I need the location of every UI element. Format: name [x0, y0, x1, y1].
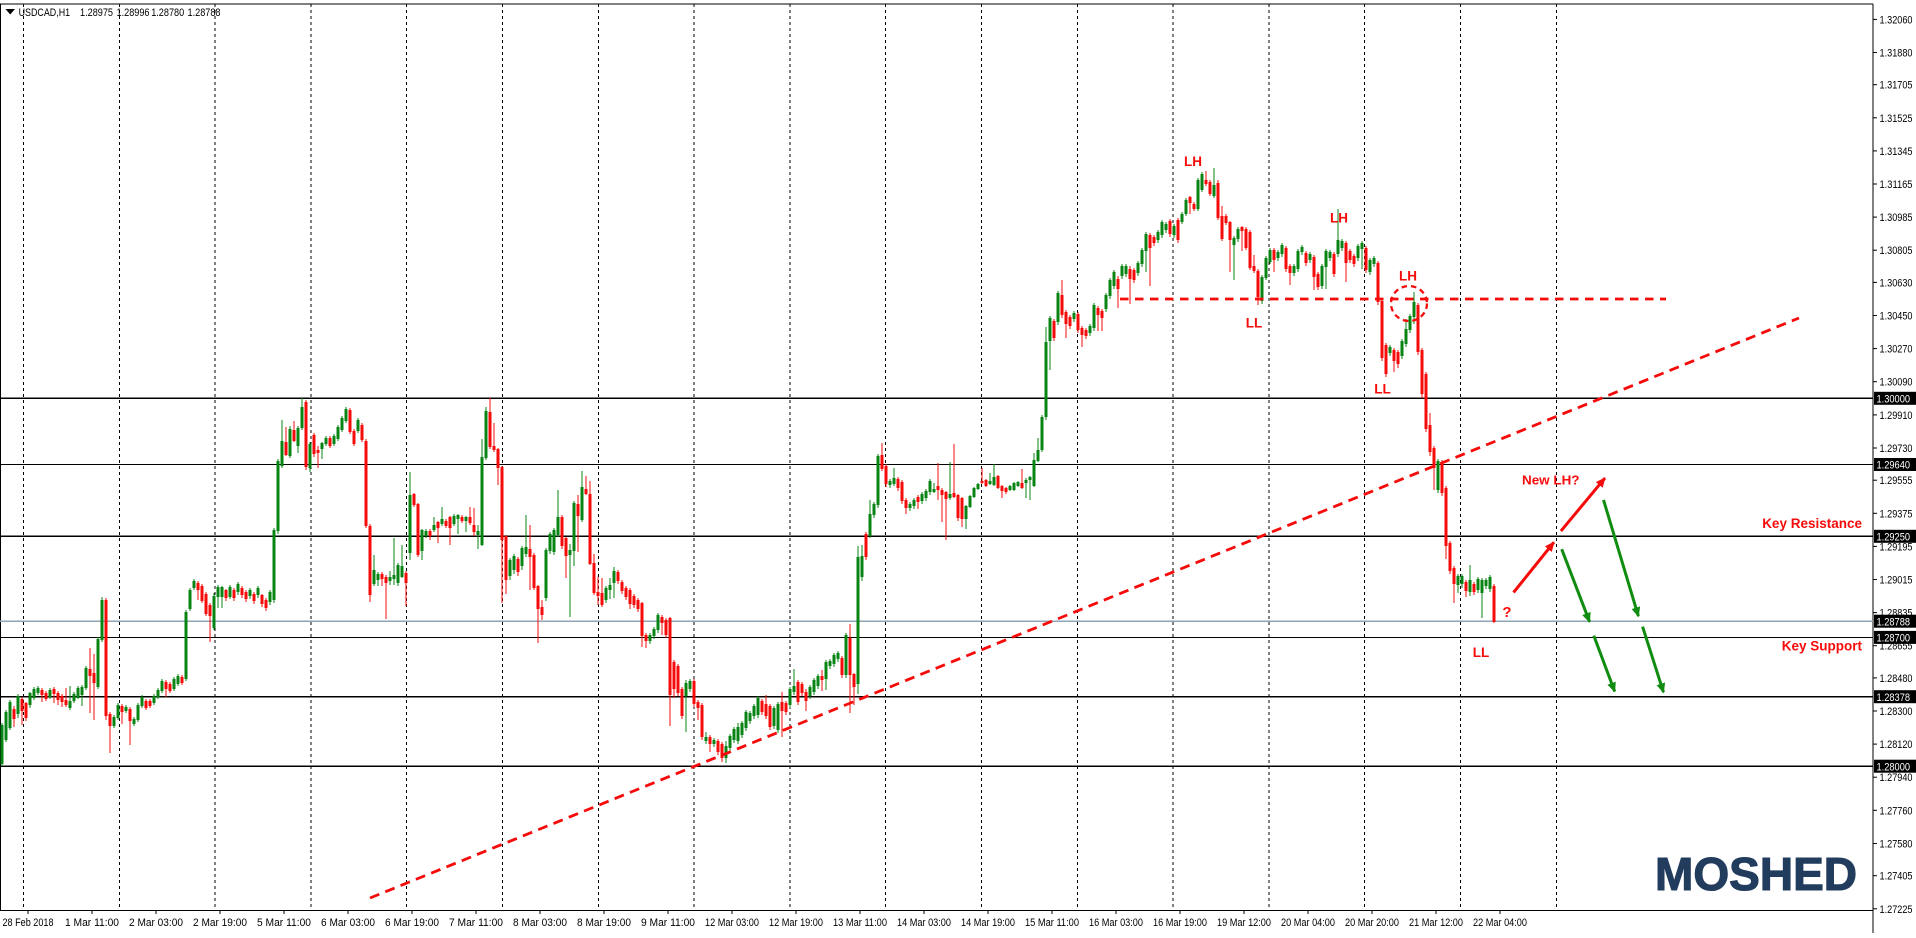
svg-text:6 Mar 19:00: 6 Mar 19:00	[385, 917, 439, 929]
svg-text:1.27405: 1.27405	[1880, 871, 1913, 883]
svg-text:1.29015: 1.29015	[1880, 575, 1913, 587]
svg-text:1.28000: 1.28000	[1877, 761, 1911, 773]
svg-text:1.28996: 1.28996	[117, 7, 150, 19]
svg-text:15 Mar 11:00: 15 Mar 11:00	[1025, 917, 1079, 929]
svg-text:1.29195: 1.29195	[1880, 541, 1913, 553]
svg-text:20 Mar 20:00: 20 Mar 20:00	[1345, 917, 1399, 929]
svg-text:1.28378: 1.28378	[1877, 692, 1911, 704]
svg-text:Key Support: Key Support	[1782, 639, 1863, 654]
svg-text:14 Mar 03:00: 14 Mar 03:00	[897, 917, 951, 929]
svg-text:LH: LH	[1399, 269, 1417, 284]
svg-text:22 Mar 04:00: 22 Mar 04:00	[1473, 917, 1527, 929]
svg-text:1.27580: 1.27580	[1880, 839, 1913, 851]
svg-text:2 Mar 19:00: 2 Mar 19:00	[193, 917, 247, 929]
svg-text:1.27225: 1.27225	[1880, 904, 1913, 916]
svg-text:19 Mar 12:00: 19 Mar 12:00	[1217, 917, 1271, 929]
svg-text:1.27940: 1.27940	[1880, 772, 1913, 784]
svg-text:1.30270: 1.30270	[1880, 344, 1913, 356]
svg-text:1.31525: 1.31525	[1880, 113, 1913, 125]
svg-text:LL: LL	[1473, 645, 1490, 660]
svg-text:7 Mar 11:00: 7 Mar 11:00	[449, 917, 503, 929]
svg-text:1.29555: 1.29555	[1880, 475, 1913, 487]
svg-text:21 Mar 12:00: 21 Mar 12:00	[1409, 917, 1463, 929]
svg-text:LL: LL	[1246, 316, 1263, 331]
svg-text:8 Mar 03:00: 8 Mar 03:00	[513, 917, 567, 929]
svg-text:1.28120: 1.28120	[1880, 739, 1913, 751]
svg-text:14 Mar 19:00: 14 Mar 19:00	[961, 917, 1015, 929]
svg-text:1.29250: 1.29250	[1877, 532, 1911, 544]
svg-text:1 Mar 11:00: 1 Mar 11:00	[65, 917, 119, 929]
svg-text:1.30630: 1.30630	[1880, 277, 1913, 289]
svg-text:13 Mar 11:00: 13 Mar 11:00	[833, 917, 887, 929]
svg-text:1.28300: 1.28300	[1880, 706, 1913, 718]
svg-text:1.30090: 1.30090	[1880, 377, 1913, 389]
svg-text:9 Mar 11:00: 9 Mar 11:00	[641, 917, 695, 929]
svg-text:LH: LH	[1330, 211, 1348, 226]
svg-text:1.29910: 1.29910	[1880, 410, 1913, 422]
svg-text:1.29375: 1.29375	[1880, 508, 1913, 520]
svg-text:1.28780: 1.28780	[151, 7, 184, 19]
svg-text:5 Mar 11:00: 5 Mar 11:00	[257, 917, 311, 929]
svg-text:16 Mar 03:00: 16 Mar 03:00	[1089, 917, 1143, 929]
svg-text:2 Mar 03:00: 2 Mar 03:00	[129, 917, 183, 929]
svg-text:12 Mar 19:00: 12 Mar 19:00	[769, 917, 823, 929]
svg-text:LH: LH	[1184, 154, 1202, 169]
svg-text:MOSHED: MOSHED	[1655, 848, 1857, 900]
svg-text:1.31705: 1.31705	[1880, 80, 1913, 92]
svg-text:Key Resistance: Key Resistance	[1762, 516, 1862, 531]
svg-text:LL: LL	[1374, 381, 1391, 396]
svg-text:16 Mar 19:00: 16 Mar 19:00	[1153, 917, 1207, 929]
svg-text:1.30450: 1.30450	[1880, 311, 1913, 323]
svg-text:1.29730: 1.29730	[1880, 443, 1913, 455]
svg-text:1.27760: 1.27760	[1880, 805, 1913, 817]
svg-text:1.30000: 1.30000	[1877, 394, 1911, 406]
svg-text:8 Mar 19:00: 8 Mar 19:00	[577, 917, 631, 929]
svg-text:1.28788: 1.28788	[1877, 616, 1911, 628]
svg-text:1.32060: 1.32060	[1880, 14, 1913, 26]
svg-text:12 Mar 03:00: 12 Mar 03:00	[705, 917, 759, 929]
svg-text:1.31165: 1.31165	[1880, 179, 1913, 191]
svg-text:USDCAD,H1: USDCAD,H1	[19, 7, 71, 19]
svg-text:1.28700: 1.28700	[1877, 633, 1911, 645]
svg-text:?: ?	[1502, 604, 1511, 621]
svg-text:1.28480: 1.28480	[1880, 673, 1913, 685]
svg-text:6 Mar 03:00: 6 Mar 03:00	[321, 917, 375, 929]
svg-text:1.28788: 1.28788	[188, 7, 221, 19]
svg-text:28 Feb 2018: 28 Feb 2018	[3, 917, 54, 929]
svg-text:1.28975: 1.28975	[80, 7, 113, 19]
svg-text:1.30985: 1.30985	[1880, 212, 1913, 224]
svg-text:1.30805: 1.30805	[1880, 245, 1913, 257]
svg-text:1.29640: 1.29640	[1877, 460, 1911, 472]
svg-text:1.31345: 1.31345	[1880, 146, 1913, 158]
svg-text:20 Mar 04:00: 20 Mar 04:00	[1281, 917, 1335, 929]
svg-text:New LH?: New LH?	[1522, 473, 1580, 488]
svg-text:1.31880: 1.31880	[1880, 48, 1913, 60]
